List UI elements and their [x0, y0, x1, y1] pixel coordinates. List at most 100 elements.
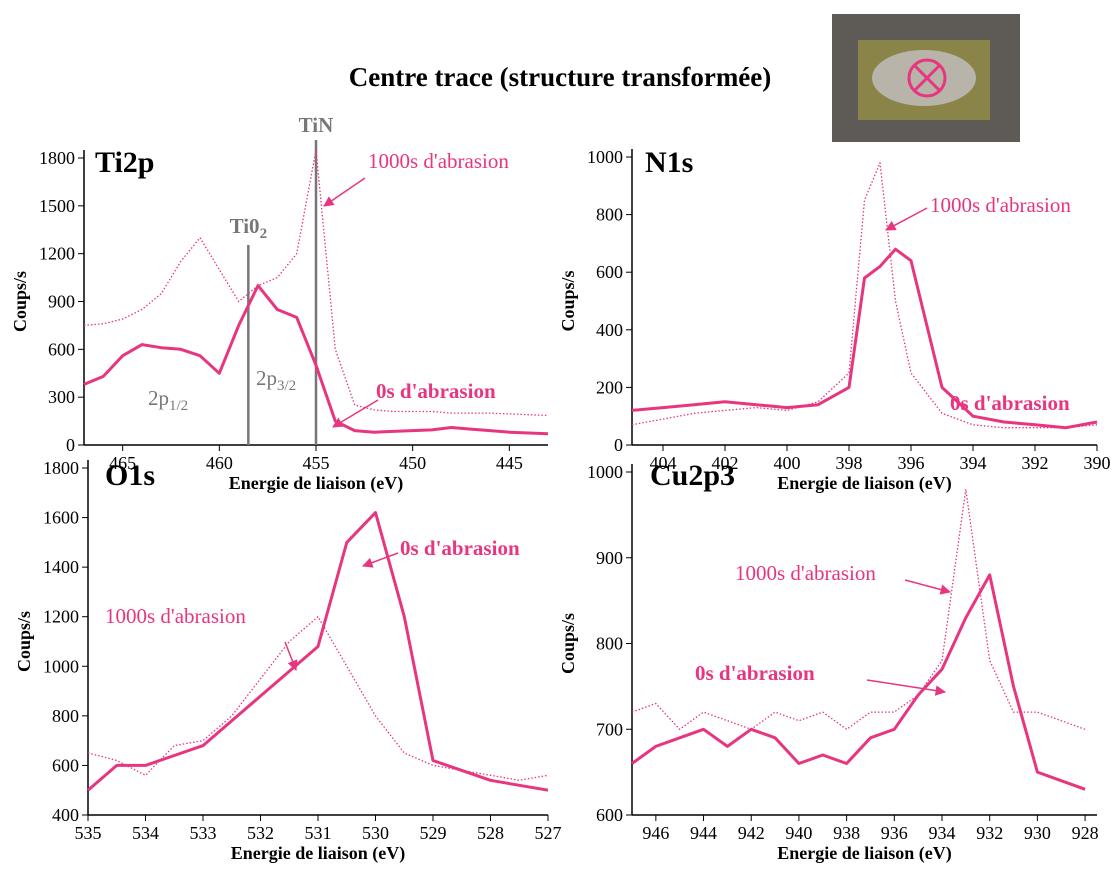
x-tick-label: 534	[132, 823, 159, 843]
series-line	[83, 284, 549, 436]
panel-title: Ti2p	[95, 146, 155, 179]
annotation-sub: 3/2	[277, 378, 296, 394]
reference-label-sub: 2	[260, 226, 268, 242]
series-label-arrow	[904, 579, 952, 595]
y-tick-label: 800	[596, 205, 623, 225]
x-tick-label: 392	[1022, 453, 1049, 473]
y-tick-label: 700	[596, 719, 623, 739]
y-axis-label: Coups/s	[558, 270, 578, 331]
y-tick-label: 1000	[587, 147, 623, 167]
y-tick-label: 1800	[39, 148, 75, 168]
y-axis-label: Coups/s	[558, 613, 578, 674]
y-tick-label: 600	[52, 755, 79, 775]
x-tick-label: 944	[690, 823, 717, 843]
series-label: 0s d'abrasion	[695, 661, 815, 685]
series-line	[631, 488, 1086, 730]
series-line	[631, 573, 1086, 791]
y-tick-label: 600	[596, 805, 623, 825]
x-tick-label: 396	[898, 453, 925, 473]
x-tick-label: 932	[976, 823, 1003, 843]
x-tick-label: 390	[1084, 453, 1111, 473]
x-axis-label: Energie de liaison (eV)	[229, 473, 403, 494]
annotation-sub: 1/2	[169, 398, 188, 414]
reference-label-text: TiN	[299, 113, 334, 137]
x-tick-label: 465	[109, 453, 136, 473]
y-tick-label: 600	[48, 339, 75, 359]
series-line	[631, 162, 1098, 429]
y-tick-label: 800	[596, 634, 623, 654]
panel: 0 300 600 900 1200 1500 1800 465 460 455 450 445 Ene…	[10, 113, 549, 494]
series-label-arrow	[332, 399, 379, 428]
y-tick-label: 1200	[43, 607, 79, 627]
y-tick-label: 0	[614, 435, 623, 455]
page-title: Centre trace (structure transformée)	[349, 62, 772, 92]
series-label: 1000s d'abrasion	[368, 149, 509, 173]
y-tick-label: 900	[48, 292, 75, 312]
x-axis-label: Energie de liaison (eV)	[777, 473, 951, 494]
y-tick-label: 1200	[39, 244, 75, 264]
series-label: 1000s d'abrasion	[105, 604, 246, 628]
y-tick-label: 0	[66, 435, 75, 455]
series-line	[87, 616, 549, 781]
series-label-arrow	[866, 679, 947, 696]
x-tick-label: 527	[535, 823, 562, 843]
x-tick-label: 930	[1024, 823, 1051, 843]
series-label-arrow	[362, 552, 399, 568]
x-tick-label: 455	[303, 453, 330, 473]
x-tick-label: 532	[247, 823, 274, 843]
panel-title: N1s	[645, 146, 693, 179]
annotation: 2p1/2	[148, 386, 188, 414]
series-label: 1000s d'abrasion	[735, 561, 876, 585]
x-tick-label: 531	[305, 823, 332, 843]
x-tick-label: 460	[206, 453, 233, 473]
series-line	[83, 149, 549, 417]
reference-label: TiN	[299, 113, 334, 137]
x-tick-label: 404	[650, 453, 677, 473]
y-tick-label: 1400	[43, 557, 79, 577]
y-tick-label: 800	[52, 706, 79, 726]
series-label-arrow	[284, 641, 298, 671]
x-tick-label: 934	[929, 823, 956, 843]
x-tick-label: 530	[362, 823, 389, 843]
x-axis-label: Energie de liaison (eV)	[231, 843, 405, 864]
series-label: 0s d'abrasion	[400, 536, 520, 560]
panel: 400 600 800 1000 1200 1400 1600 1800 535 534 533 53…	[14, 458, 562, 864]
y-tick-label: 1500	[39, 196, 75, 216]
x-tick-label: 533	[190, 823, 217, 843]
panel: 0 200 400 600 800 1000 404 402 400 398 396 394 392 39…	[558, 146, 1111, 494]
y-tick-label: 400	[52, 805, 79, 825]
x-tick-label: 445	[496, 453, 523, 473]
x-tick-label: 928	[1072, 823, 1099, 843]
annotation-text: 2p	[256, 366, 277, 390]
y-tick-label: 300	[48, 387, 75, 407]
y-axis-label: Coups/s	[10, 271, 30, 332]
x-tick-label: 936	[881, 823, 908, 843]
y-tick-label: 1000	[587, 462, 623, 482]
photo-trace	[872, 50, 976, 106]
x-tick-label: 402	[712, 453, 739, 473]
panel-title: O1s	[105, 459, 155, 492]
annotation: 2p3/2	[256, 366, 296, 394]
annotation-text: 2p	[148, 386, 169, 410]
y-tick-label: 1000	[43, 656, 79, 676]
reference-label: Ti02	[230, 214, 267, 242]
x-tick-label: 938	[833, 823, 860, 843]
panel-title: Cu2p3	[650, 459, 735, 492]
series-label: 1000s d'abrasion	[930, 193, 1071, 217]
x-tick-label: 394	[960, 453, 987, 473]
x-tick-label: 398	[836, 453, 863, 473]
x-tick-label: 400	[774, 453, 801, 473]
y-tick-label: 1600	[43, 508, 79, 528]
x-axis-label: Energie de liaison (eV)	[777, 843, 951, 864]
photo-marker-x	[912, 63, 942, 93]
series-line	[631, 247, 1098, 430]
x-tick-label: 940	[785, 823, 812, 843]
x-tick-label: 450	[399, 453, 426, 473]
x-tick-label: 942	[738, 823, 765, 843]
series-label-arrow	[885, 207, 928, 231]
series-label: 0s d'abrasion	[376, 379, 496, 403]
x-tick-label: 946	[642, 823, 669, 843]
y-tick-label: 200	[596, 377, 623, 397]
series-label-arrow	[323, 177, 366, 207]
